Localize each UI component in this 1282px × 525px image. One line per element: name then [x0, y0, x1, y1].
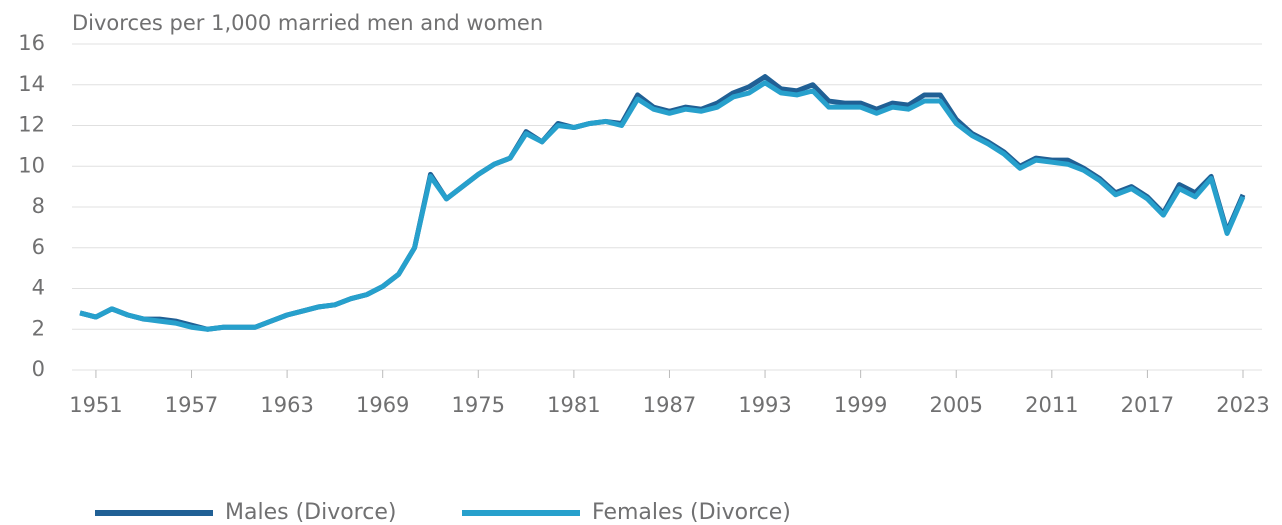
- x-tick-label: 2005: [930, 393, 983, 417]
- y-tick-label: 12: [18, 113, 45, 137]
- y-tick-label: 8: [32, 194, 45, 218]
- series-line: [79, 74, 1246, 332]
- y-tick-label: 4: [32, 276, 45, 300]
- y-tick-label: 6: [32, 235, 45, 259]
- x-tick-label: 1957: [165, 393, 218, 417]
- x-tick-label: 1981: [547, 393, 600, 417]
- legend-label: Males (Divorce): [225, 500, 396, 525]
- x-tick-label: 2023: [1216, 393, 1269, 417]
- x-tick-label: 1969: [356, 393, 409, 417]
- x-tick-label: 1999: [834, 393, 887, 417]
- legend-label: Females (Divorce): [592, 500, 791, 525]
- x-tick-label: 2017: [1121, 393, 1174, 417]
- x-tick-label: 1975: [452, 393, 505, 417]
- x-tick-label: 1987: [643, 393, 696, 417]
- chart-title: Divorces per 1,000 married men and women: [72, 11, 543, 35]
- y-tick-label: 2: [32, 316, 45, 340]
- y-tick-label: 10: [18, 153, 45, 177]
- x-tick-label: 1951: [69, 393, 122, 417]
- x-tick-label: 1993: [738, 393, 791, 417]
- x-tick-label: 2011: [1025, 393, 1078, 417]
- x-tick-label: 1963: [260, 393, 313, 417]
- y-tick-label: 14: [18, 72, 45, 96]
- y-tick-label: 16: [18, 31, 45, 55]
- series-line: [79, 80, 1246, 332]
- y-tick-label: 0: [32, 357, 45, 381]
